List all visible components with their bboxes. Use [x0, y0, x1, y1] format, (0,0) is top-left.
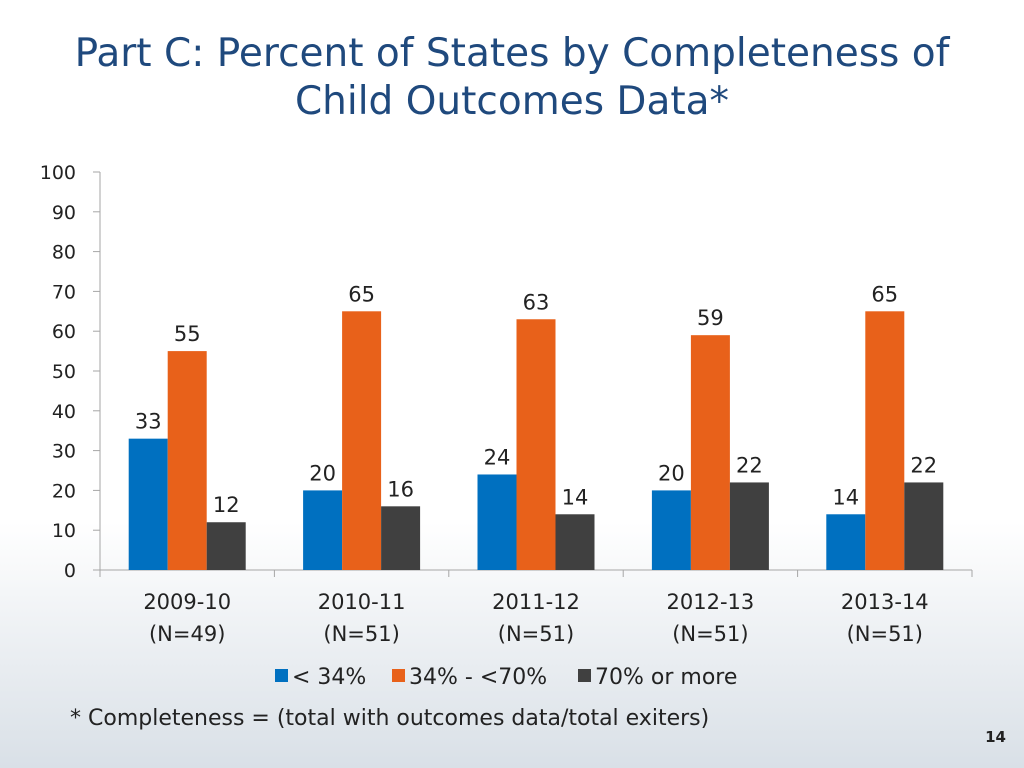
- legend-label: 34% - <70%: [409, 665, 547, 690]
- y-tick-label: 70: [52, 281, 76, 303]
- data-label: 65: [871, 282, 898, 306]
- y-tick-label: 30: [52, 441, 76, 463]
- data-label: 12: [213, 493, 240, 517]
- x-tick-label: 2012-13: [667, 590, 755, 614]
- bar-1-2: [516, 319, 556, 570]
- legend-label: < 34%: [292, 665, 366, 690]
- bar-1-1: [342, 311, 382, 570]
- y-tick-label: 60: [52, 321, 76, 343]
- x-tick-label: 2009-10: [143, 590, 231, 614]
- bar-1-4: [865, 311, 905, 570]
- y-tick-label: 0: [64, 560, 76, 582]
- legend-swatch-2: [578, 669, 591, 682]
- bar-2-1: [381, 506, 421, 570]
- y-tick-label: 40: [52, 401, 76, 423]
- bar-0-4: [826, 514, 866, 570]
- footnote: * Completeness = (total with outcomes da…: [70, 706, 710, 731]
- x-tick-label: 2010-11: [318, 590, 406, 614]
- bar-0-3: [651, 490, 691, 570]
- y-tick-label: 20: [52, 480, 76, 502]
- y-tick-label: 50: [52, 361, 76, 383]
- data-label: 14: [562, 485, 589, 509]
- data-label: 22: [736, 453, 763, 477]
- slide-title: Part C: Percent of States by Completenes…: [74, 31, 950, 124]
- bar-1-3: [690, 335, 730, 570]
- x-tick-label: (N=51): [847, 622, 923, 646]
- legend-swatch-0: [275, 669, 288, 682]
- bar-2-0: [206, 522, 246, 570]
- x-tick-label: (N=49): [149, 622, 225, 646]
- bar-2-4: [904, 482, 944, 570]
- x-tick-label: 2011-12: [492, 590, 580, 614]
- x-tick-label: (N=51): [672, 622, 748, 646]
- page-number: 14: [985, 728, 1006, 746]
- bar-2-3: [729, 482, 769, 570]
- bar-1-0: [167, 351, 207, 570]
- data-label: 20: [658, 461, 685, 485]
- bar-0-1: [303, 490, 343, 570]
- y-tick-label: 80: [52, 242, 76, 264]
- y-tick-label: 90: [52, 202, 76, 224]
- data-label: 16: [387, 477, 414, 501]
- data-label: 33: [135, 410, 162, 434]
- data-label: 59: [697, 306, 724, 330]
- data-label: 55: [174, 322, 201, 346]
- legend-swatch-1: [392, 669, 405, 682]
- data-label: 24: [484, 445, 511, 469]
- data-label: 65: [348, 282, 375, 306]
- x-tick-label: 2013-14: [841, 590, 929, 614]
- bar-0-0: [128, 438, 168, 570]
- data-label: 63: [523, 290, 550, 314]
- y-tick-label: 100: [40, 162, 76, 184]
- bar-0-2: [477, 474, 517, 570]
- x-tick-label: (N=51): [498, 622, 574, 646]
- x-tick-label: (N=51): [323, 622, 399, 646]
- legend-label: 70% or more: [595, 665, 737, 690]
- data-label: 20: [309, 461, 336, 485]
- data-label: 22: [910, 453, 937, 477]
- data-label: 14: [832, 485, 859, 509]
- y-tick-label: 10: [52, 520, 76, 542]
- bar-2-2: [555, 514, 595, 570]
